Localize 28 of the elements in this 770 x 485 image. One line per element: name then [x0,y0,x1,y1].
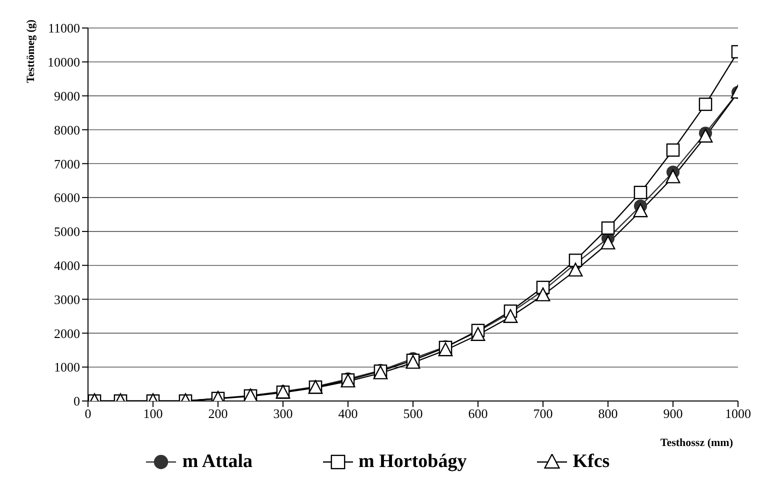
y-tick-label: 7000 [54,156,80,172]
y-tick-label: 10000 [48,54,80,70]
x-tick-label: 400 [338,406,358,422]
y-tick-label: 2000 [54,326,80,341]
y-tick-label: 11000 [48,20,80,36]
y-tick-label: 5000 [54,224,80,240]
x-tick-label: 600 [468,406,488,422]
x-tick-label: 700 [533,406,553,422]
x-tick-label: 900 [663,406,683,422]
y-tick-label: 8000 [54,122,80,138]
x-tick-label: 0 [84,406,92,422]
x-axis-title: Testhossz (mm) [660,437,734,449]
x-tick-label: 100 [143,406,163,422]
y-axis-title: Testtömeg (g) [24,19,37,83]
x-tick-label: 800 [598,406,618,422]
x-tick-label: 300 [273,406,293,422]
x-tick-label: 200 [208,406,228,422]
legend-label: m Attala [182,451,253,473]
y-tick-label: 1000 [54,360,80,375]
y-tick-label: 6000 [54,190,80,206]
y-tick-label: 4000 [54,258,80,273]
y-tick-label: 3000 [54,292,80,307]
y-tick-label: 0 [74,394,80,409]
legend-label: m Hortobágy [358,451,467,473]
y-tick-label: 9000 [54,88,80,104]
x-tick-label: 1000 [725,406,751,422]
legend-label: Kfcs [572,451,610,473]
x-tick-label: 500 [403,406,423,422]
